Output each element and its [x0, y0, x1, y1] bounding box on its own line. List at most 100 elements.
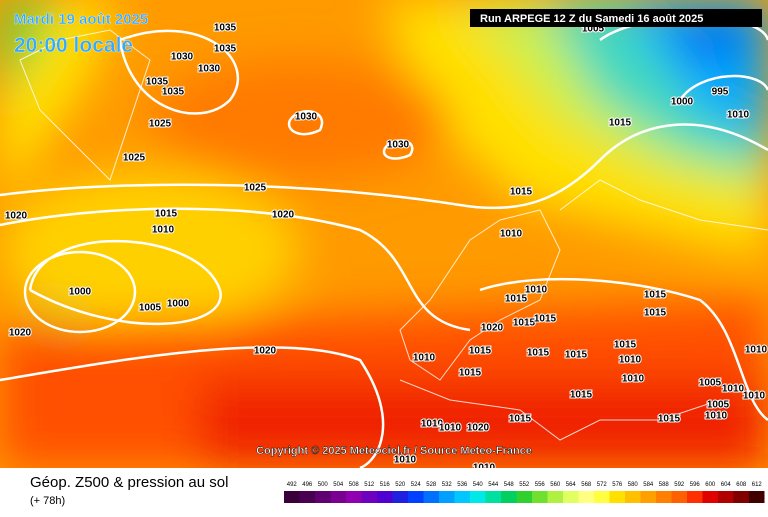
scale-swatch: [423, 491, 439, 503]
scale-swatch: [377, 491, 393, 503]
scale-label: 584: [643, 482, 654, 488]
scale-label: 496: [302, 482, 313, 488]
isobar-label: 1005: [699, 378, 722, 389]
scale-swatch: [284, 491, 300, 503]
isobar-label: 1030: [387, 140, 410, 151]
isobar-label: 1020: [467, 423, 490, 434]
scale-swatch: [470, 491, 486, 503]
isobar-label: 1035: [146, 77, 169, 88]
scale-label: 580: [628, 482, 639, 488]
isobar-label: 1010: [394, 455, 417, 466]
isobar-label: 1030: [171, 52, 194, 63]
isobar-label: 1015: [644, 290, 667, 301]
isobar-label: 1000: [167, 299, 190, 310]
isobar-label: 1015: [510, 187, 533, 198]
isobar-label: 1010: [622, 374, 645, 385]
isobar-label: 1010: [421, 419, 444, 430]
scale-swatch: [439, 491, 455, 503]
scale-swatch: [594, 491, 610, 503]
isobar-label: 1020: [9, 328, 32, 339]
coastlines: [19, 29, 768, 441]
scale-label: 528: [426, 482, 437, 488]
isobar-label: 1030: [295, 112, 318, 123]
isobar-label: 1010: [413, 353, 436, 364]
scale-swatch: [733, 491, 749, 503]
isobar-label: 1025: [149, 119, 172, 130]
isobar-label: 1010: [439, 423, 462, 434]
run-info: Run ARPEGE 12 Z du Samedi 16 août 2025: [480, 13, 703, 25]
isobar-label: 1015: [534, 314, 557, 325]
isobar-label: 1015: [614, 340, 637, 351]
scale-swatch: [687, 491, 703, 503]
isobar-label: 995: [712, 87, 729, 98]
scale-label: 504: [333, 482, 344, 488]
scale-swatch: [547, 491, 563, 503]
scale-label: 516: [380, 482, 391, 488]
scale-label: 592: [674, 482, 685, 488]
isobar-label: 1010: [727, 110, 750, 121]
isobar-labels: 1035103510301030103510351025103010301025…: [4, 22, 768, 475]
isobar-label: 1015: [509, 414, 532, 425]
scale-swatch: [625, 491, 641, 503]
scale-swatch: [640, 491, 656, 503]
scale-label: 568: [581, 482, 592, 488]
isobar-label: 1010: [619, 355, 642, 366]
isobar-label: 1000: [671, 97, 694, 108]
scale-swatch: [563, 491, 579, 503]
isobar-label: 1015: [570, 390, 593, 401]
isobar-label: 1010: [745, 345, 768, 356]
isobar-label: 1010: [525, 285, 548, 296]
scale-label: 548: [504, 482, 515, 488]
footer-lead: (+ 78h): [30, 495, 65, 507]
isobar-label: 1015: [658, 414, 681, 425]
isobar-label: 1020: [272, 210, 295, 221]
scale-swatch: [749, 491, 765, 503]
scale-label: 608: [736, 482, 747, 488]
isobar-label: 1010: [743, 391, 766, 402]
scale-swatch: [718, 491, 734, 503]
isobar-label: 1010: [705, 411, 728, 422]
isobar-label: 1005: [139, 303, 162, 314]
isobar-label: 1015: [609, 118, 632, 129]
scale-label: 596: [690, 482, 701, 488]
scale-label: 600: [705, 482, 716, 488]
copyright: Copyright © 2025 Meteociel.fr / Source M…: [256, 445, 532, 457]
isobar-label: 1020: [254, 346, 277, 357]
scale-swatch: [702, 491, 718, 503]
scale-label: 560: [550, 482, 561, 488]
isobar-label: 1010: [500, 229, 523, 240]
footer: [0, 468, 768, 512]
isobar-label: 1025: [244, 183, 267, 194]
scale-label: 572: [597, 482, 608, 488]
map-field: [0, 0, 768, 468]
scale-swatch: [671, 491, 687, 503]
scale-swatch: [454, 491, 470, 503]
run-box: [470, 9, 762, 27]
isobar-label: 1020: [481, 323, 504, 334]
isobar-label: 1025: [123, 153, 146, 164]
scale-label: 540: [473, 482, 484, 488]
scale-swatch: [609, 491, 625, 503]
scale-swatch: [516, 491, 532, 503]
footer-title: Géop. Z500 & pression au sol: [30, 474, 228, 491]
scale-label: 588: [659, 482, 670, 488]
isobar-label: 1015: [644, 308, 667, 319]
scale-label: 500: [318, 482, 329, 488]
scale-swatch: [330, 491, 346, 503]
scale-swatch: [299, 491, 315, 503]
isobar-label: 1035: [214, 44, 237, 55]
scale-label: 508: [349, 482, 360, 488]
isobar-label: 1015: [505, 294, 528, 305]
isobar-label: 1015: [565, 350, 588, 361]
scale-label: 612: [752, 482, 763, 488]
scale-label: 512: [364, 482, 375, 488]
forecast-time: 20:00 locale: [14, 34, 133, 57]
isobar-label: 1020: [5, 211, 28, 222]
forecast-date: Mardi 19 août 2025: [14, 11, 148, 28]
scale-label: 536: [457, 482, 468, 488]
color-scale: 492 496 500 504 508 512 516 520 524 528 532 536 540 5…: [284, 482, 765, 503]
scale-swatch: [392, 491, 408, 503]
scale-swatch: [408, 491, 424, 503]
scale-label: 544: [488, 482, 499, 488]
scale-label: 564: [566, 482, 577, 488]
